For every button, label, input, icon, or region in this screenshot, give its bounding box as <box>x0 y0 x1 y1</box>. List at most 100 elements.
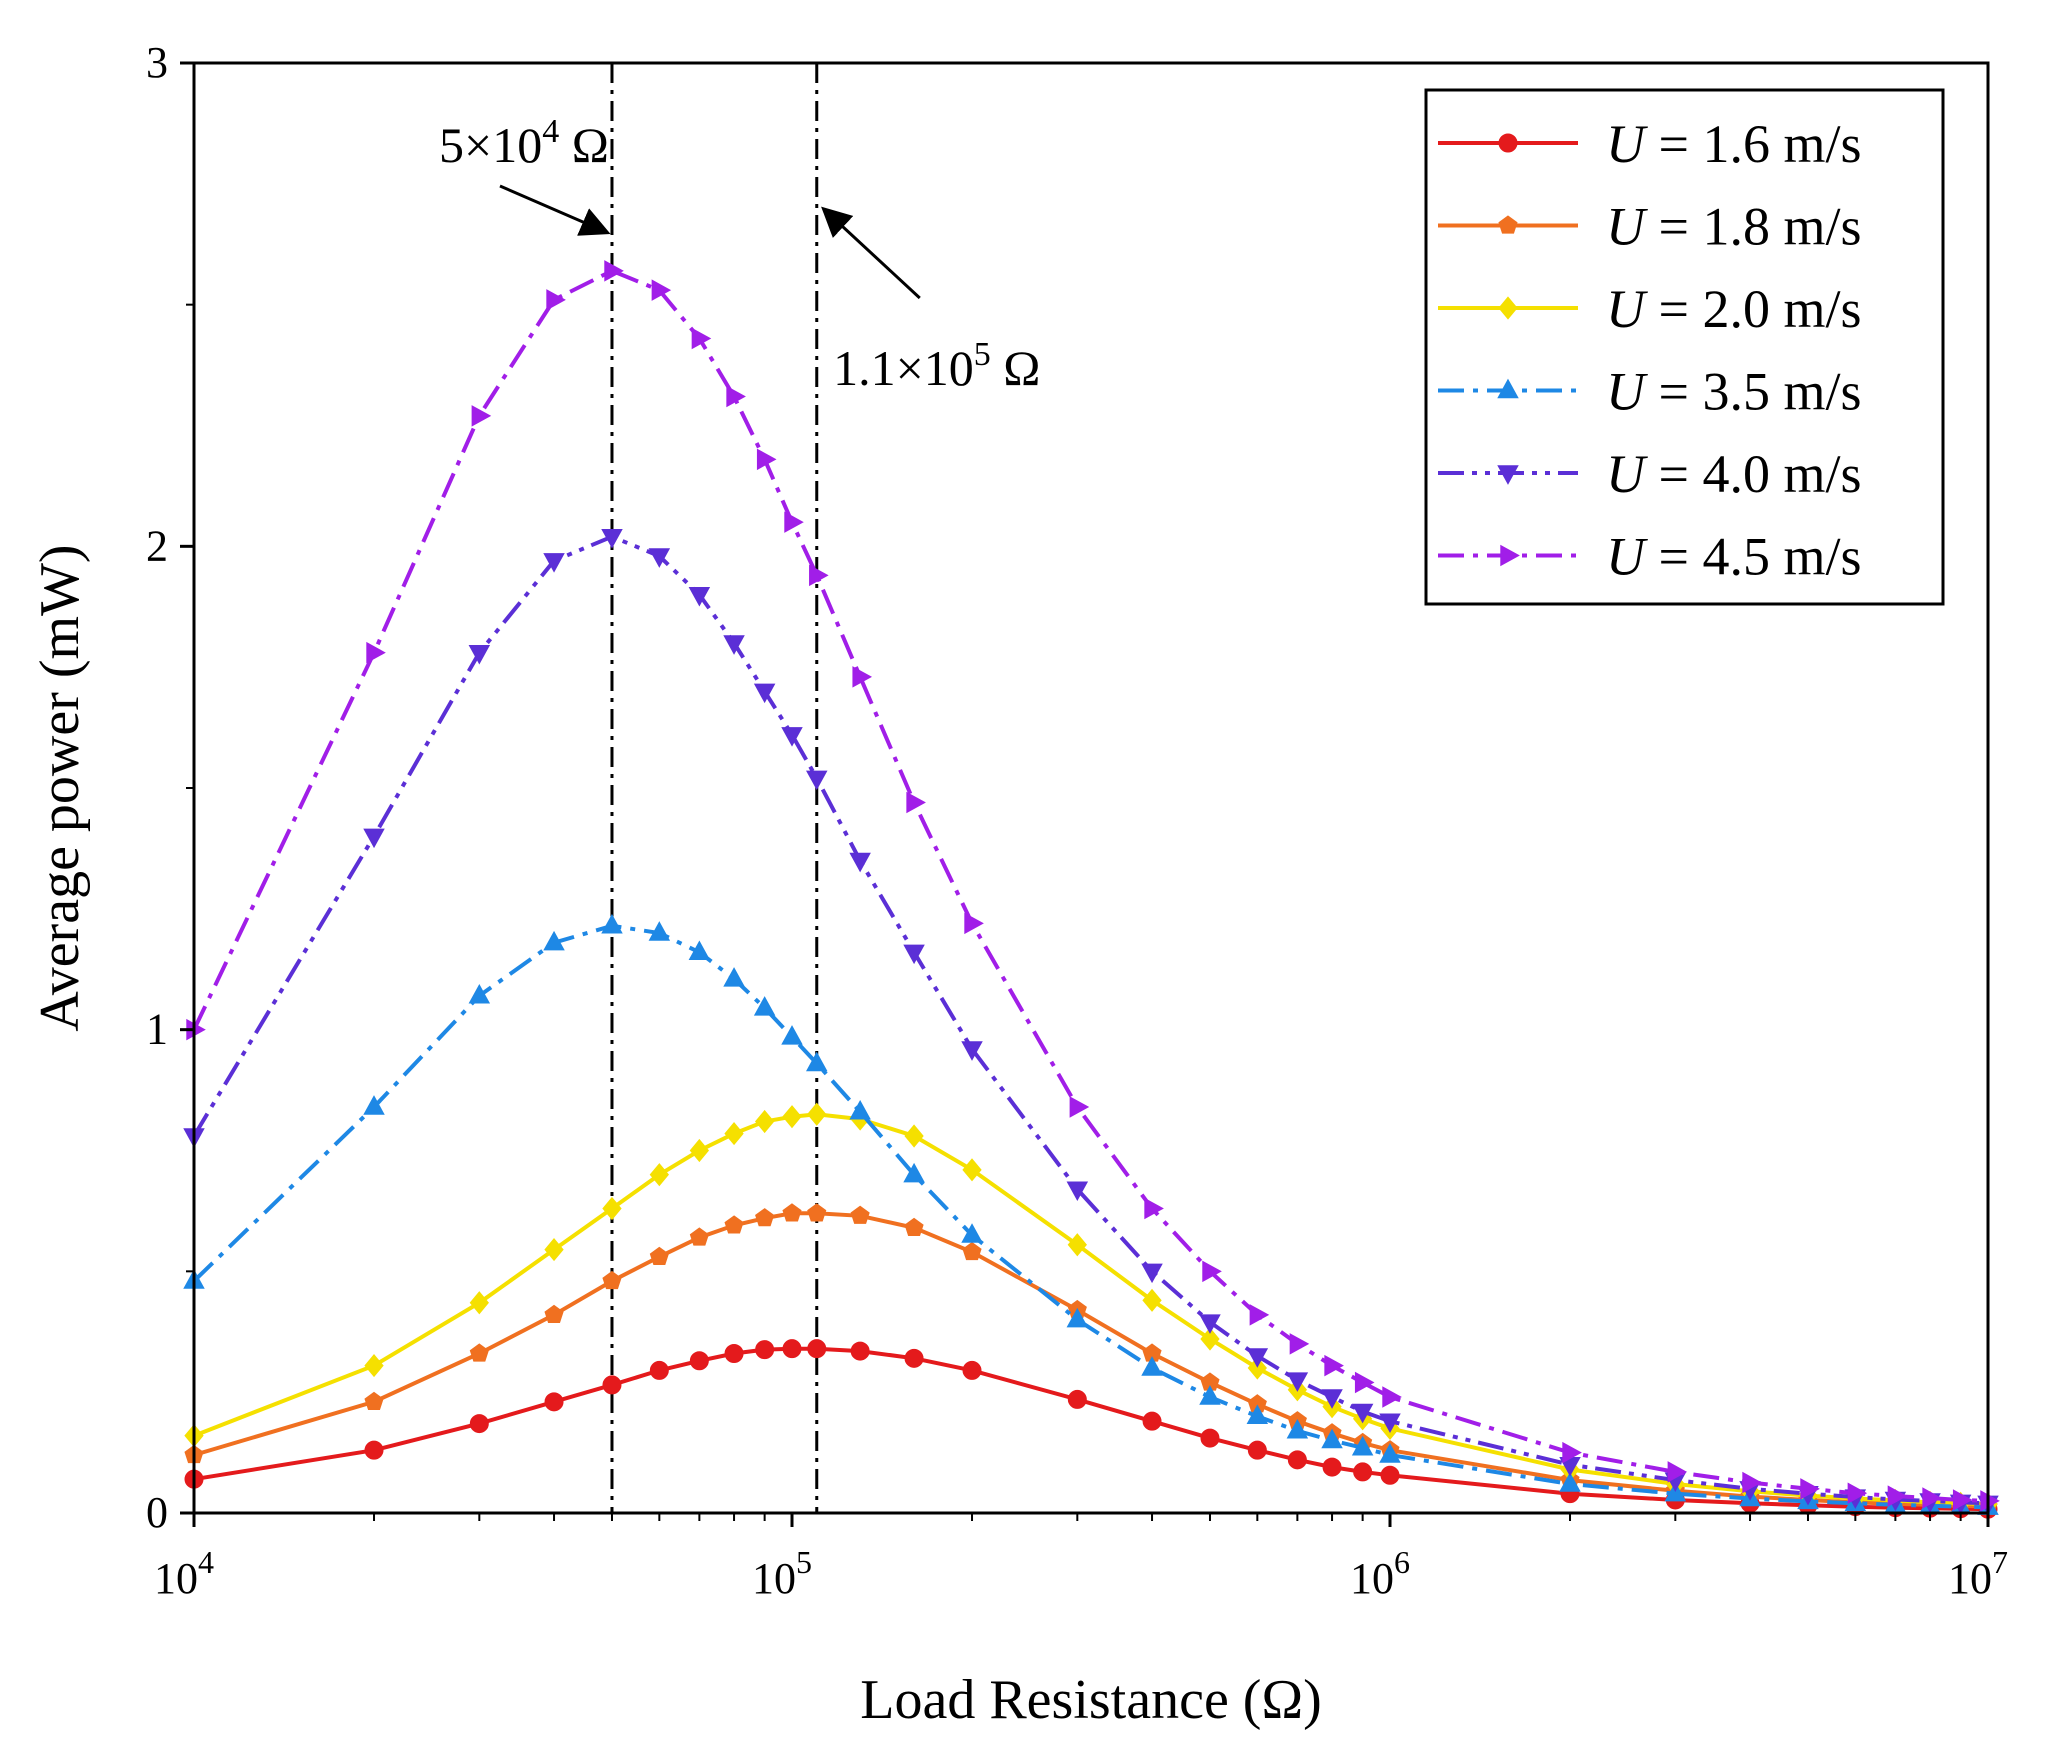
data-point <box>756 448 777 471</box>
legend-item: U = 1.6 m/s <box>1438 114 1861 174</box>
data-point <box>1199 1385 1221 1405</box>
data-point <box>1382 1386 1402 1408</box>
data-point <box>1667 1461 1688 1483</box>
data-point <box>691 327 712 350</box>
data-point <box>852 666 872 688</box>
data-point <box>724 1344 744 1363</box>
data-point <box>689 1227 709 1246</box>
data-point <box>806 1051 828 1072</box>
annotation-arrow <box>499 184 611 236</box>
data-point <box>1199 1314 1221 1334</box>
data-point <box>689 1138 710 1163</box>
data-point <box>1141 1356 1163 1376</box>
data-point <box>364 1391 384 1410</box>
data-point <box>807 1203 827 1222</box>
data-point <box>1742 1471 1762 1494</box>
data-point <box>1289 1333 1310 1355</box>
data-point <box>689 1351 709 1371</box>
data-point <box>1354 1371 1375 1394</box>
data-point <box>1142 1411 1162 1431</box>
data-point <box>1498 296 1518 320</box>
data-point <box>1497 465 1519 485</box>
data-point <box>1379 1443 1401 1463</box>
data-point <box>602 1375 622 1395</box>
data-point <box>1559 1472 1581 1492</box>
series <box>183 913 1999 1515</box>
data-point <box>1321 1389 1343 1409</box>
series-layer <box>183 260 2000 1519</box>
annotation-label: 5×104 Ω <box>439 113 609 173</box>
legend: U = 1.6 m/s U = 1.8 m/s U = 2.0 m/s U = 3.5… <box>1424 88 1945 606</box>
data-point <box>364 1354 384 1378</box>
data-point <box>906 791 926 814</box>
data-point <box>903 944 925 965</box>
data-point <box>726 385 746 408</box>
legend-label: U = 3.5 m/s <box>1606 362 1861 422</box>
data-point <box>1200 1327 1220 1351</box>
data-point <box>602 1196 622 1221</box>
data-point <box>1380 1465 1400 1485</box>
legend-item: U = 1.8 m/s <box>1438 197 1861 257</box>
x-tick-label: 106 <box>1350 1544 1410 1603</box>
data-point <box>544 1238 564 1262</box>
data-point <box>809 564 829 587</box>
data-point <box>1498 133 1518 153</box>
annotation-label: 1.1×105 Ω <box>833 336 1040 396</box>
series <box>184 1102 1998 1516</box>
data-point <box>724 1122 744 1146</box>
data-point <box>782 1105 802 1129</box>
data-point <box>723 635 745 655</box>
data-point <box>648 921 671 941</box>
data-point <box>782 1203 802 1222</box>
data-point <box>364 1440 384 1460</box>
data-point <box>1287 1450 1307 1470</box>
legend-item: U = 4.0 m/s <box>1438 444 1861 504</box>
data-point <box>904 1348 924 1368</box>
data-point <box>469 1291 489 1315</box>
data-point <box>753 683 776 704</box>
data-point <box>1800 1478 1820 1500</box>
data-point <box>651 279 672 301</box>
legend-label: U = 4.5 m/s <box>1606 527 1861 587</box>
data-point <box>688 586 711 607</box>
data-point <box>1351 1403 1374 1424</box>
data-point <box>688 940 711 961</box>
data-point <box>649 1246 669 1265</box>
data-point <box>806 770 828 791</box>
data-point <box>962 1241 982 1261</box>
series-line <box>192 923 1989 1510</box>
data-point <box>363 1095 385 1115</box>
data-point <box>962 1360 982 1380</box>
data-point <box>1141 1263 1163 1284</box>
data-point <box>366 641 386 664</box>
data-point <box>904 1217 924 1236</box>
series-line <box>192 534 1989 1506</box>
data-point <box>904 1124 924 1148</box>
axis-ticks: 104 105 106 107 0 1 2 3 <box>146 38 2008 1603</box>
series-line <box>193 1112 1989 1507</box>
legend-label: U = 4.0 m/s <box>1606 444 1861 504</box>
data-point <box>781 727 803 747</box>
legend-box <box>1424 88 1945 606</box>
data-point <box>1922 1487 1942 1509</box>
data-point <box>1246 1348 1269 1368</box>
data-point <box>544 1392 564 1412</box>
data-point <box>1322 1457 1342 1477</box>
data-point <box>1353 1462 1373 1482</box>
data-point <box>962 1158 982 1182</box>
data-point <box>903 1162 925 1183</box>
data-point <box>849 852 871 873</box>
data-point <box>964 912 984 935</box>
data-point <box>755 1208 775 1227</box>
data-point <box>468 644 491 665</box>
data-point <box>807 1102 827 1126</box>
data-point <box>1247 1440 1267 1460</box>
series <box>184 1339 1998 1519</box>
data-point <box>1498 215 1518 234</box>
data-point <box>363 828 385 849</box>
data-point <box>1379 1413 1401 1434</box>
data-point <box>1202 1260 1222 1283</box>
data-point <box>649 1360 669 1380</box>
legend-item: U = 3.5 m/s <box>1438 362 1861 422</box>
